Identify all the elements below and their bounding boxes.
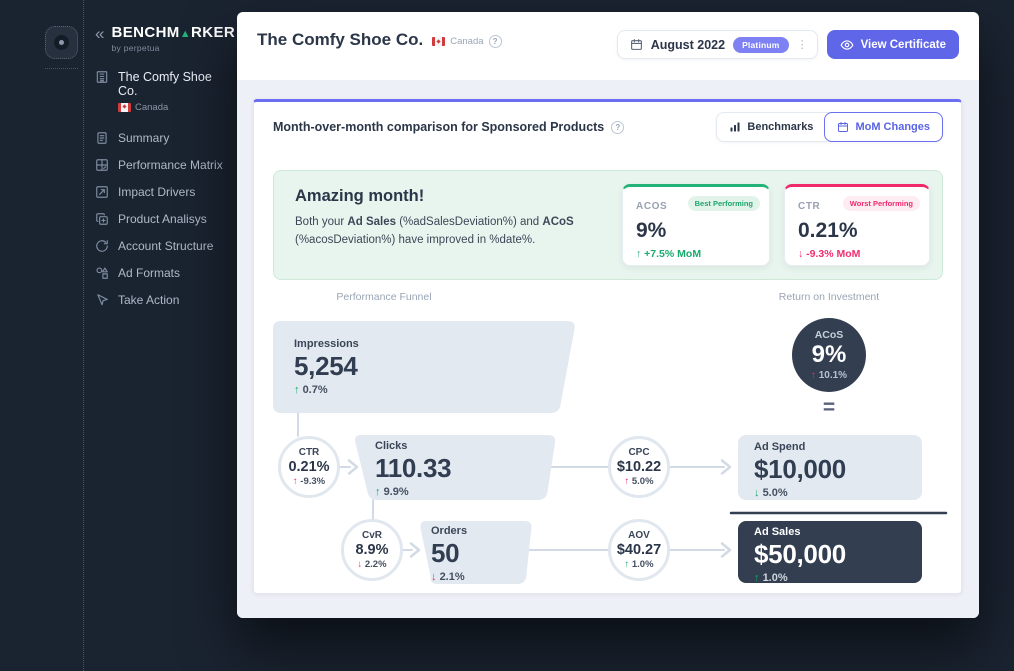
- toggle-mom-changes[interactable]: MoM Changes: [824, 112, 943, 142]
- app-switcher-button[interactable]: [45, 26, 78, 59]
- tier-badge: Platinum: [733, 36, 789, 53]
- main-panel: The Comfy Shoe Co. Canada ? August 2022 …: [237, 12, 979, 618]
- building-icon: [95, 70, 109, 84]
- impressions-block: [273, 321, 575, 413]
- sidebar-item-ad-formats[interactable]: Ad Formats: [95, 260, 231, 287]
- cvr-node: CvR 8.9% ↓ 2.2%: [341, 519, 403, 581]
- country-label: Canada: [450, 36, 484, 47]
- ad-sales-block: [738, 521, 922, 583]
- orders-node: Orders 50 ↓ 2.1%: [431, 525, 468, 583]
- page-title: The Comfy Shoe Co.: [257, 30, 424, 49]
- cpc-node: CPC $10.22 ↑ 5.0%: [608, 436, 670, 498]
- ctr-node: CTR 0.21% ↑ -9.3%: [278, 436, 340, 498]
- summary-icon: [95, 131, 109, 145]
- sidebar-item-performance-matrix[interactable]: Performance Matrix: [95, 152, 231, 179]
- view-certificate-button[interactable]: View Certificate: [826, 30, 959, 59]
- period-label: August 2022: [650, 37, 726, 52]
- metric-value: 9%: [636, 219, 667, 242]
- worst-performing-card: CTR Worst Performing 0.21% ↓ -9.3% MoM: [784, 184, 930, 266]
- client-country: Canada: [118, 102, 231, 113]
- main-content: Month-over-month comparison for Sponsore…: [237, 80, 979, 618]
- aov-node: AOV $40.27 ↑ 1.0%: [608, 519, 670, 581]
- bar-chart-icon: [730, 122, 740, 132]
- logo-byline: by perpetua: [111, 43, 160, 53]
- clicks-node: Clicks 110.33 ↑ 9.9%: [375, 440, 452, 498]
- section-title: Month-over-month comparison for Sponsore…: [273, 120, 605, 134]
- toggle-benchmarks[interactable]: Benchmarks: [717, 113, 825, 141]
- product-analysis-icon: [95, 212, 109, 226]
- funnel-shapes: [273, 321, 948, 584]
- logo-triangle-icon: ▲: [179, 28, 191, 40]
- sidebar-item-client[interactable]: The Comfy Shoe Co. Canada: [95, 70, 231, 113]
- metric-change: ↑ +7.5% MoM: [636, 248, 702, 260]
- metric-name: ACOS: [636, 201, 668, 212]
- sidebar-item-take-action[interactable]: Take Action: [95, 287, 231, 314]
- equals-sign: =: [822, 396, 836, 419]
- best-performing-card: ACOS Best Performing 9% ↑ +7.5% MoM: [622, 184, 770, 266]
- ad-formats-icon: [95, 266, 109, 280]
- roi-title: Return on Investment: [778, 291, 880, 303]
- funnel-canvas: Impressions 5,254 ↑ 0.7% CTR 0.21% ↑ -9.…: [254, 302, 963, 594]
- ad-spend-block: [738, 435, 922, 500]
- eye-icon: [840, 39, 854, 50]
- view-toggle: Benchmarks MoM Changes: [716, 112, 943, 142]
- performance-matrix-icon: [95, 158, 109, 172]
- sidebar-nav: Summary Performance Matrix Impact Driver…: [95, 125, 231, 314]
- client-name: The Comfy Shoe Co.: [118, 70, 212, 99]
- app-rail: [40, 0, 84, 671]
- main-header: The Comfy Shoe Co. Canada ? August 2022 …: [237, 12, 979, 80]
- account-structure-icon: [95, 239, 109, 253]
- period-selector[interactable]: August 2022 Platinum ⋮: [616, 30, 818, 59]
- orders-block: [420, 521, 532, 584]
- sidebar: « BENCHM▲RKER by perpetua The Comfy Shoe…: [85, 0, 237, 671]
- acos-node: ACoS 9% ↑ 10.1%: [792, 318, 866, 392]
- best-performing-badge: Best Performing: [687, 196, 760, 211]
- metric-value: 0.21%: [798, 219, 858, 242]
- help-icon[interactable]: ?: [488, 35, 502, 48]
- callout-body: Both your Ad Sales (%adSalesDeviation%) …: [295, 216, 574, 246]
- rail-divider: [45, 68, 78, 69]
- callout-title: Amazing month!: [295, 187, 425, 205]
- calendar-icon: [838, 122, 849, 132]
- insight-callout: Amazing month! Both your Ad Sales (%adSa…: [273, 170, 943, 280]
- app-switcher-icon: [54, 35, 69, 50]
- canada-flag-icon: [432, 37, 446, 46]
- help-icon[interactable]: ?: [611, 120, 625, 134]
- brand-logo: BENCHM▲RKER by perpetua: [111, 24, 236, 53]
- sidebar-item-account-structure[interactable]: Account Structure: [95, 233, 231, 260]
- sidebar-item-product-analysis[interactable]: Product Analisys: [95, 206, 231, 233]
- clicks-block: [355, 435, 556, 500]
- metric-name: CTR: [798, 201, 821, 212]
- impact-drivers-icon: [95, 185, 109, 199]
- sidebar-collapse-icon[interactable]: «: [95, 24, 105, 43]
- calendar-icon: [630, 39, 642, 50]
- impressions-node: Impressions 5,254 ↑ 0.7%: [294, 338, 359, 396]
- funnel-title: Performance Funnel: [336, 291, 432, 303]
- sidebar-item-summary[interactable]: Summary: [95, 125, 231, 152]
- ad-sales-node: Ad Sales $50,000 ↑ 1.0%: [754, 526, 846, 584]
- ad-spend-node: Ad Spend $10,000 ↓ 5.0%: [754, 441, 846, 499]
- worst-performing-badge: Worst Performing: [842, 196, 920, 211]
- canada-flag-icon: [118, 102, 131, 112]
- take-action-icon: [95, 293, 109, 307]
- metric-change: ↓ -9.3% MoM: [798, 248, 861, 260]
- sidebar-item-impact-drivers[interactable]: Impact Drivers: [95, 179, 231, 206]
- kebab-menu-icon[interactable]: ⋮: [796, 39, 809, 51]
- mom-comparison-card: Month-over-month comparison for Sponsore…: [253, 99, 962, 594]
